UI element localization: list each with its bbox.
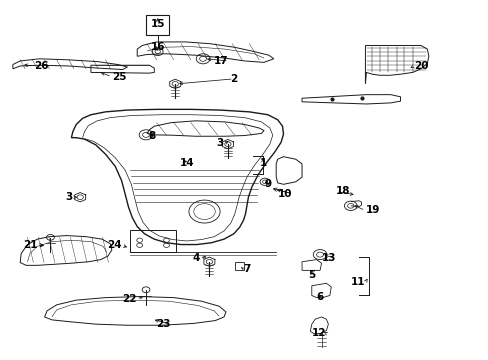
Text: 3: 3 [216,139,224,148]
Text: 25: 25 [112,72,126,82]
Text: 5: 5 [307,270,315,280]
Text: 12: 12 [311,328,326,338]
Text: 24: 24 [107,240,122,250]
Text: 1: 1 [259,158,266,168]
Text: 26: 26 [34,61,48,71]
Text: 22: 22 [122,294,136,304]
Text: 17: 17 [214,56,228,66]
Text: 21: 21 [23,240,37,250]
Text: 2: 2 [230,74,237,84]
Text: 9: 9 [264,179,271,189]
Text: 19: 19 [365,206,379,216]
Text: 6: 6 [316,292,323,302]
Text: 10: 10 [277,189,292,199]
Text: 3: 3 [65,192,73,202]
Text: 13: 13 [321,253,335,263]
Text: 11: 11 [350,277,365,287]
Bar [130,230,176,252]
Text: 14: 14 [180,158,194,168]
Text: 16: 16 [150,42,164,52]
Text: 23: 23 [156,319,170,329]
Text: 7: 7 [243,264,250,274]
Text: 18: 18 [335,186,350,197]
Text: 15: 15 [150,19,164,29]
Text: 20: 20 [413,61,428,71]
Text: 4: 4 [192,253,199,263]
Text: 8: 8 [148,131,156,141]
